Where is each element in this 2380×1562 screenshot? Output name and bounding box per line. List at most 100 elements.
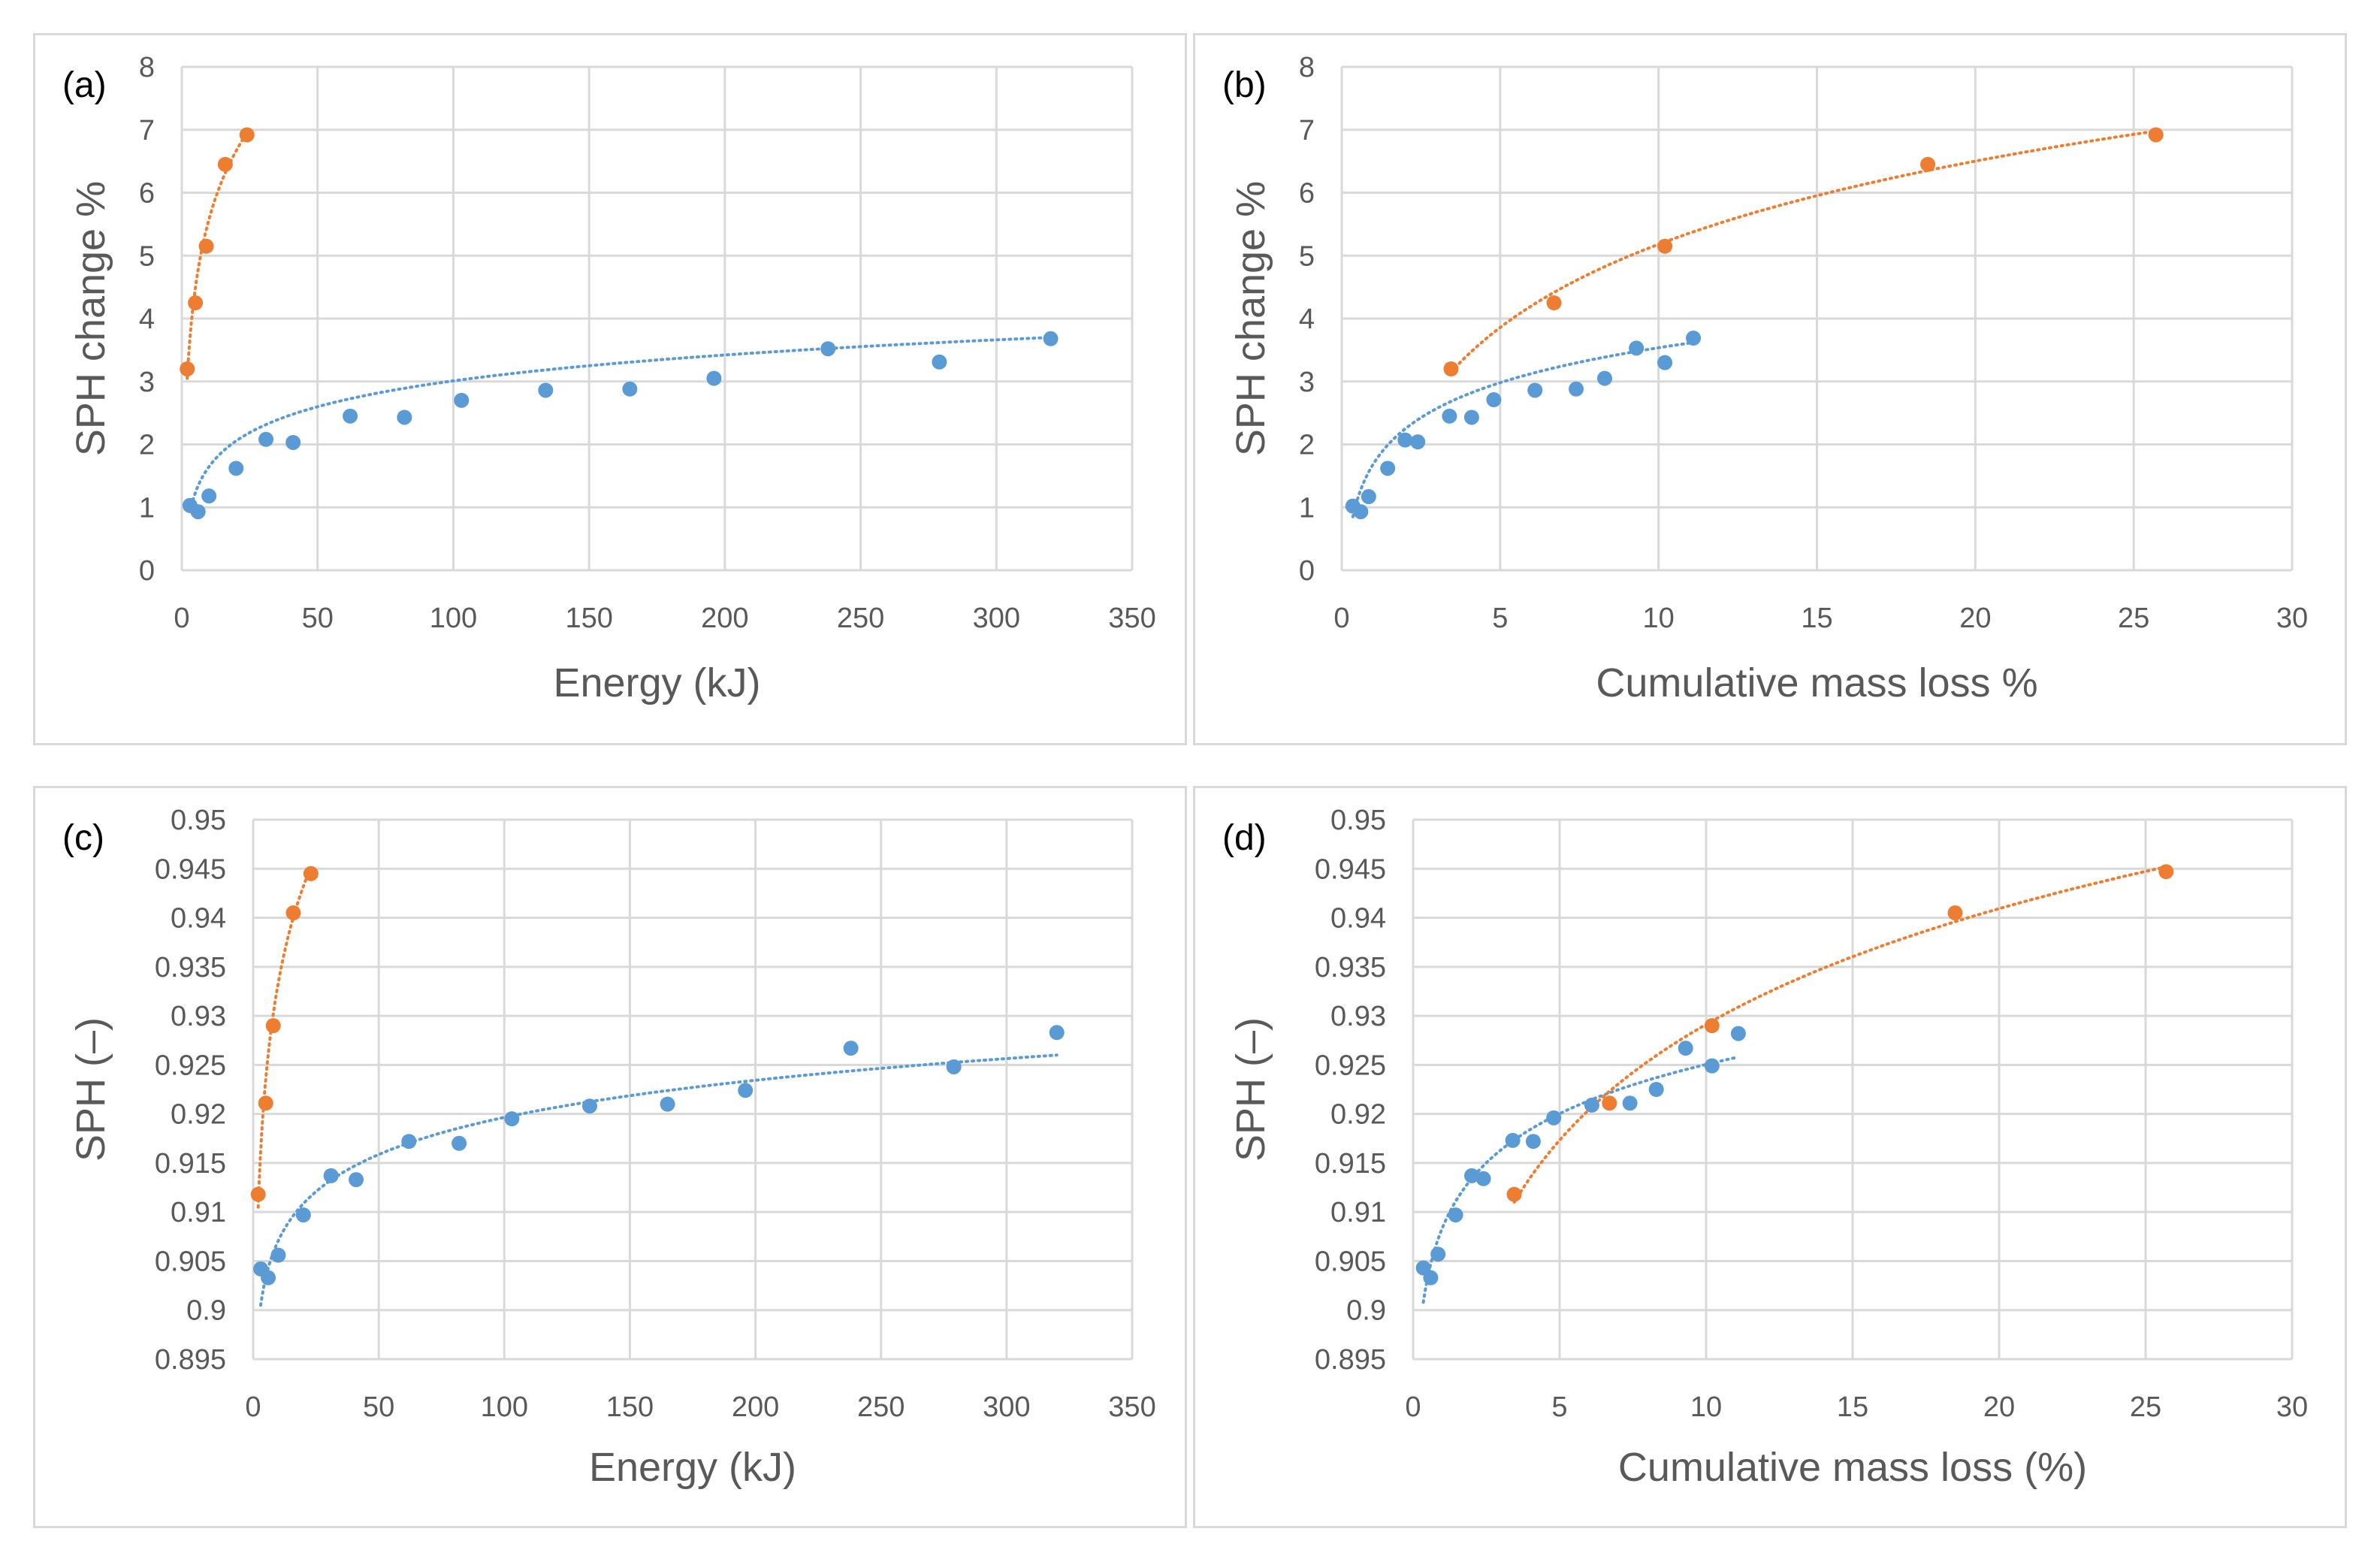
- x-tick-label: 10: [1690, 1391, 1722, 1423]
- data-point-blue: [1527, 382, 1543, 398]
- data-point-orange: [285, 905, 301, 921]
- x-tick-label: 150: [606, 1391, 654, 1423]
- data-point-blue: [1596, 370, 1612, 386]
- trendline-orange: [1512, 865, 2168, 1204]
- data-point-blue: [1546, 1110, 1562, 1125]
- data-point-orange: [198, 238, 214, 254]
- y-tick-label: 0: [1299, 555, 1315, 587]
- y-axis-title: SPH (–): [68, 1017, 113, 1162]
- trendline-orange: [256, 865, 313, 1209]
- y-tick-label: 0.925: [155, 1050, 226, 1081]
- data-point-orange: [1704, 1018, 1720, 1034]
- chart-panel-b: 0 5 10 15 20 25 30 0 1 2 3 4 5 6 7 8 Cumulative mass los…: [1193, 33, 2347, 745]
- x-tick-label: 30: [2276, 1391, 2308, 1423]
- y-tick-label: 0.925: [1315, 1050, 1386, 1081]
- data-point-orange: [1602, 1095, 1617, 1111]
- data-point-blue: [1622, 1095, 1638, 1111]
- data-point-blue: [1525, 1134, 1541, 1150]
- data-point-orange: [2148, 127, 2164, 143]
- panel-label: (c): [62, 818, 104, 858]
- x-tick-label: 30: [2276, 603, 2308, 634]
- y-tick-label: 0.935: [155, 952, 226, 983]
- x-tick-label: 350: [1108, 603, 1155, 634]
- data-point-orange: [265, 1018, 281, 1034]
- x-tick-label: 350: [1108, 1391, 1155, 1423]
- data-point-blue: [1657, 355, 1673, 370]
- data-point-blue: [1678, 1041, 1693, 1056]
- data-point-blue: [258, 431, 274, 447]
- data-point-blue: [1629, 340, 1645, 356]
- y-tick-label: 0.92: [171, 1099, 226, 1131]
- x-tick-label: 15: [1801, 603, 1832, 634]
- chart-c-svg: 0 50 100 150 200 250 300 350 0.895 0.9 0.905 0.91 0.…: [62, 805, 1156, 1490]
- y-tick-label: 0.91: [171, 1197, 226, 1228]
- data-point-blue: [1380, 461, 1396, 476]
- data-point-blue: [452, 1135, 467, 1151]
- y-tick-label: 8: [1299, 52, 1315, 83]
- y-tick-label: 0.94: [1330, 903, 1386, 935]
- data-point-orange: [2158, 864, 2174, 880]
- y-axis-title: SPH (–): [1228, 1017, 1273, 1162]
- data-point-blue: [538, 382, 554, 398]
- data-point-orange: [1443, 361, 1459, 376]
- y-tick-label: 8: [139, 52, 155, 83]
- data-point-blue: [1584, 1097, 1599, 1113]
- data-point-blue: [820, 341, 836, 357]
- y-tick-label: 3: [139, 367, 155, 398]
- chart-b-svg: 0 5 10 15 20 25 30 0 1 2 3 4 5 6 7 8 Cumulative mass los…: [1222, 52, 2308, 705]
- y-tick-label: 5: [139, 240, 155, 272]
- data-point-blue: [1648, 1082, 1664, 1097]
- y-tick-label: 0.945: [1315, 854, 1386, 885]
- x-tick-label: 150: [565, 603, 612, 634]
- data-point-blue: [1442, 408, 1457, 424]
- x-tick-label: 200: [732, 1391, 779, 1423]
- data-point-blue: [228, 461, 244, 476]
- data-point-blue: [1486, 392, 1502, 408]
- y-tick-label: 0.91: [1330, 1197, 1386, 1228]
- x-tick-label: 50: [363, 1391, 394, 1423]
- data-point-blue: [581, 1098, 597, 1114]
- data-point-blue: [261, 1270, 276, 1286]
- data-point-orange: [180, 361, 195, 376]
- x-axis-title: Cumulative mass loss (%): [1618, 1445, 2087, 1490]
- data-point-blue: [201, 488, 217, 504]
- data-point-blue: [622, 381, 638, 397]
- x-tick-label: 20: [1959, 603, 1991, 634]
- data-point-orange: [1947, 905, 1963, 921]
- y-tick-label: 0.95: [1330, 805, 1386, 836]
- y-axis-title: SPH change %: [68, 181, 113, 456]
- y-tick-label: 0.9: [186, 1295, 226, 1327]
- data-point-blue: [1505, 1132, 1521, 1148]
- x-tick-label: 250: [837, 603, 884, 634]
- panel-label: (b): [1222, 65, 1267, 105]
- data-point-blue: [843, 1041, 859, 1056]
- x-tick-label: 0: [174, 603, 189, 634]
- data-point-blue: [1463, 409, 1479, 425]
- y-tick-label: 7: [1299, 115, 1315, 147]
- data-point-blue: [323, 1168, 339, 1183]
- trendline-blue: [259, 1053, 1059, 1307]
- x-tick-label: 300: [973, 603, 1020, 634]
- y-tick-label: 0.895: [1315, 1344, 1386, 1376]
- data-point-blue: [1704, 1058, 1720, 1074]
- data-point-orange: [1920, 156, 1936, 172]
- x-tick-label: 300: [983, 1391, 1030, 1423]
- data-point-blue: [1410, 434, 1426, 450]
- trendline-orange: [186, 131, 249, 380]
- data-point-blue: [190, 504, 206, 520]
- data-point-blue: [1043, 331, 1059, 346]
- y-tick-label: 0.93: [171, 1001, 226, 1032]
- y-axis-title: SPH change %: [1228, 181, 1273, 456]
- y-tick-label: 0.92: [1330, 1099, 1386, 1131]
- y-tick-label: 4: [1299, 304, 1315, 335]
- data-point-blue: [285, 434, 301, 450]
- y-tick-label: 6: [139, 178, 155, 210]
- data-point-blue: [932, 354, 947, 370]
- data-point-orange: [217, 156, 233, 172]
- chart-d-svg: 0 5 10 15 20 25 30 0.895 0.9 0.905 0.91 0.915 0.92 0.…: [1222, 805, 2308, 1490]
- x-tick-label: 15: [1837, 1391, 1868, 1423]
- x-tick-label: 10: [1643, 603, 1675, 634]
- data-point-orange: [188, 295, 204, 311]
- data-point-orange: [1546, 295, 1562, 311]
- chart-panel-d: 0 5 10 15 20 25 30 0.895 0.9 0.905 0.91 0.915 0.92 0.…: [1193, 786, 2347, 1528]
